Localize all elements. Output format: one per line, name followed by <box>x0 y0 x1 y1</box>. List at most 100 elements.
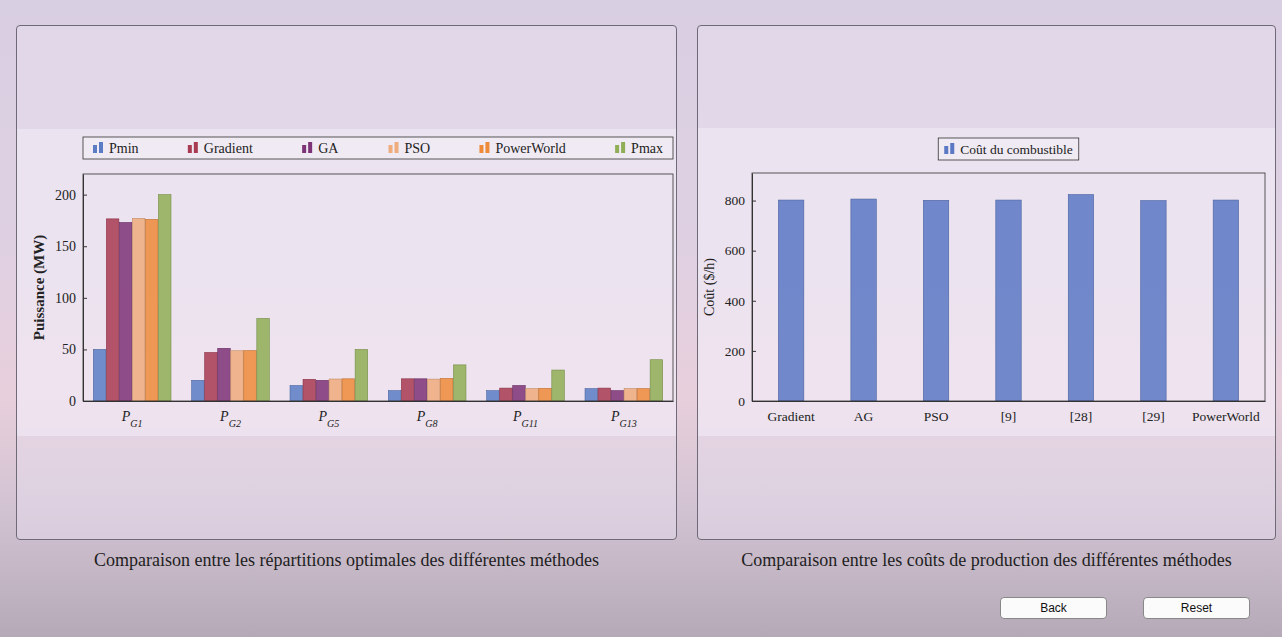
legend-item: Gradient <box>188 141 253 156</box>
chart-panel: 050100150200Puissance (MW)PG1PG2PG5PG8PG… <box>16 25 677 540</box>
tick: 600 <box>725 243 756 258</box>
bar <box>453 365 466 401</box>
bar <box>316 380 329 401</box>
tick-label: PG2 <box>219 409 241 429</box>
bar <box>1213 200 1238 401</box>
bar <box>158 195 171 401</box>
caption: Comparaison entre les répartitions optim… <box>16 550 677 571</box>
tick-mark <box>752 251 756 252</box>
y-axis-title: Puissance (MW) <box>31 235 48 340</box>
bars <box>93 195 662 401</box>
bar <box>257 318 270 401</box>
button[interactable]: Reset <box>1143 597 1250 619</box>
legend-frame <box>938 138 1079 160</box>
tick-label: PG8 <box>416 409 438 429</box>
bar <box>500 388 513 401</box>
bar <box>513 386 526 401</box>
legend-item: Coût du combustible <box>944 142 1073 157</box>
legend-frame <box>83 137 673 159</box>
bar <box>611 391 624 401</box>
bar <box>231 351 244 401</box>
tick-mark <box>752 201 756 202</box>
y-axis: 0200400600800 <box>725 174 756 409</box>
axis-line <box>84 401 674 402</box>
legend-swatch <box>395 142 399 153</box>
bar <box>329 379 342 401</box>
bar <box>401 379 414 401</box>
tick: 100 <box>55 291 87 306</box>
x-axis: PG1 PG2 PG5 PG8 PG11 PG13 <box>84 401 674 428</box>
bar <box>778 200 803 401</box>
axis-line <box>83 175 84 402</box>
tick: PG13 <box>610 401 637 428</box>
legend-item: GA <box>302 141 339 156</box>
bar <box>303 379 316 401</box>
tick-mark <box>83 195 87 196</box>
bar <box>440 378 453 401</box>
tick-label: 150 <box>55 239 76 254</box>
legend: Coût du combustible <box>938 138 1079 160</box>
tick: 200 <box>55 188 87 203</box>
bar <box>650 360 663 401</box>
tick-mark <box>83 349 87 350</box>
tick: [29] <box>1142 401 1165 424</box>
tick: PG5 <box>317 401 339 428</box>
tick-mark <box>752 301 756 302</box>
bar <box>145 219 158 401</box>
bar <box>624 389 637 401</box>
legend-label: Coût du combustible <box>960 142 1073 157</box>
tick-label: PG5 <box>317 409 339 429</box>
legend-label: PowerWorld <box>495 141 565 156</box>
legend-item: Pmax <box>615 141 663 156</box>
chart-svg: 050100150200Puissance (MW)PG1PG2PG5PG8PG… <box>17 26 676 539</box>
bar <box>132 218 145 401</box>
legend-item: Pmin <box>93 141 139 156</box>
chart-svg: 0200400600800Coût ($/h)GradientAGPSO[9][… <box>698 26 1275 539</box>
bar <box>539 388 552 401</box>
bar <box>552 370 565 401</box>
tick-label: AG <box>854 409 874 424</box>
legend-swatch <box>479 145 483 153</box>
bar <box>342 379 355 401</box>
tick: 800 <box>725 193 756 208</box>
bar <box>1141 201 1166 401</box>
legend-swatch <box>302 145 306 153</box>
tick: PG8 <box>416 401 438 428</box>
bar <box>205 353 218 401</box>
legend-item: PSO <box>389 141 431 156</box>
legend-swatch <box>485 142 489 153</box>
legend-label: PSO <box>405 141 431 156</box>
tick-label: 200 <box>55 188 76 203</box>
bar <box>996 200 1021 401</box>
legend-label: Pmax <box>631 141 663 156</box>
tick-label: 50 <box>62 342 76 357</box>
legend-swatch <box>944 146 948 154</box>
legend-label: Gradient <box>204 141 253 156</box>
button[interactable]: Back <box>1000 597 1107 619</box>
bar <box>414 379 427 401</box>
bars <box>778 195 1238 401</box>
bar <box>244 351 257 401</box>
tick-label: [29] <box>1142 409 1165 424</box>
bar <box>119 222 132 401</box>
legend-swatch <box>615 145 619 153</box>
tick-label: 400 <box>725 294 746 309</box>
tick: PG11 <box>512 401 538 428</box>
tick-label: 600 <box>725 243 746 258</box>
bar <box>290 386 303 401</box>
tick: [28] <box>1070 401 1093 424</box>
tick-label: PG11 <box>512 409 538 429</box>
tick-label: 800 <box>725 193 746 208</box>
bar <box>218 348 231 401</box>
bar <box>851 199 876 401</box>
tick-label: PG1 <box>121 409 143 429</box>
tick: 400 <box>725 294 756 309</box>
tick: Gradient <box>768 401 815 424</box>
bar <box>637 389 650 401</box>
tick: PSO <box>924 401 949 424</box>
bar <box>93 349 106 401</box>
tick: 200 <box>725 344 756 359</box>
tick-mark <box>83 298 87 299</box>
tick-label: Gradient <box>768 409 815 424</box>
legend-swatch <box>194 142 198 153</box>
